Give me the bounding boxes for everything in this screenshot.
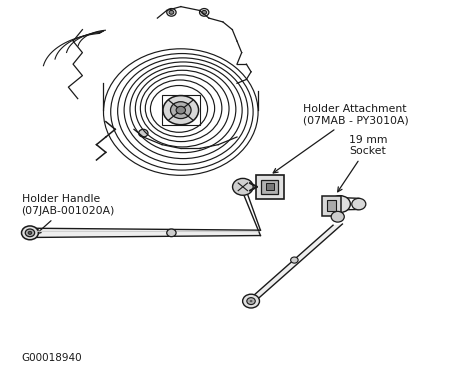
FancyBboxPatch shape (322, 196, 340, 216)
Circle shape (247, 298, 255, 305)
Circle shape (330, 196, 350, 212)
Circle shape (167, 229, 176, 237)
Polygon shape (33, 228, 260, 237)
Circle shape (352, 198, 366, 210)
Text: Holder Attachment
(07MAB - PY3010A): Holder Attachment (07MAB - PY3010A) (273, 104, 408, 173)
Polygon shape (246, 224, 342, 302)
Circle shape (233, 179, 253, 195)
Circle shape (331, 211, 344, 222)
Circle shape (163, 96, 199, 125)
Circle shape (167, 9, 176, 16)
Circle shape (202, 11, 207, 14)
Circle shape (21, 226, 38, 240)
Circle shape (138, 129, 148, 137)
FancyBboxPatch shape (255, 175, 284, 198)
Circle shape (176, 106, 185, 114)
Circle shape (250, 300, 253, 302)
FancyBboxPatch shape (265, 183, 274, 190)
Circle shape (291, 257, 298, 263)
Circle shape (171, 102, 191, 119)
Circle shape (25, 229, 35, 237)
Text: 19 mm
Socket: 19 mm Socket (337, 135, 388, 192)
Circle shape (200, 9, 209, 16)
Circle shape (28, 231, 32, 235)
FancyBboxPatch shape (261, 180, 278, 194)
Circle shape (243, 294, 259, 308)
Text: G00018940: G00018940 (21, 353, 82, 363)
Circle shape (169, 11, 174, 14)
Text: Holder Handle
(07JAB-001020A): Holder Handle (07JAB-001020A) (21, 194, 115, 234)
FancyBboxPatch shape (327, 200, 337, 211)
